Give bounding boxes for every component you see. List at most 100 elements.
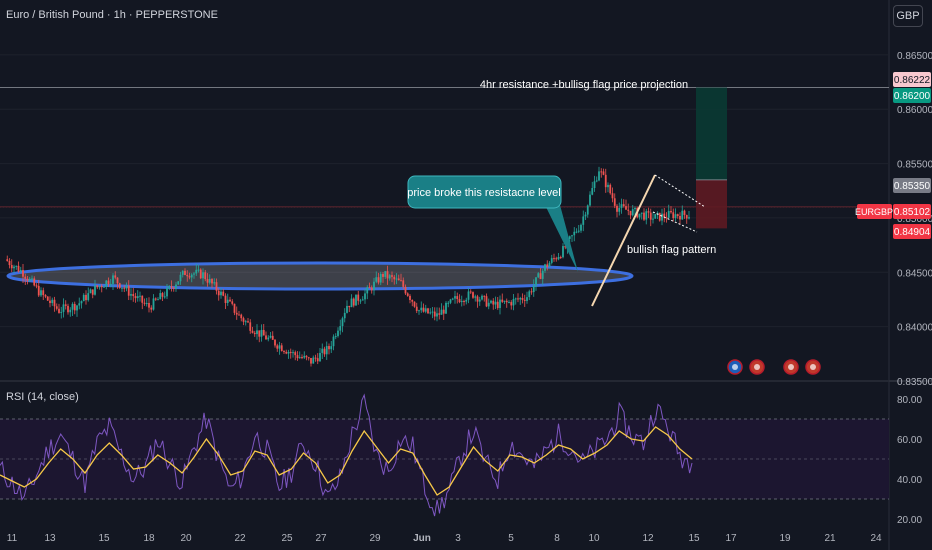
rsi-line bbox=[0, 393, 693, 517]
candle-body bbox=[528, 291, 531, 298]
candle-body bbox=[28, 278, 31, 281]
candle-body bbox=[364, 293, 366, 300]
candle-body bbox=[166, 287, 168, 297]
candle-body bbox=[181, 270, 184, 275]
rsi-axis[interactable]: 80.00 60.00 40.00 20.00 bbox=[897, 395, 922, 526]
candle-body bbox=[310, 357, 312, 364]
candle-body bbox=[53, 299, 56, 307]
candle-body bbox=[287, 351, 290, 354]
candle-body bbox=[163, 296, 166, 298]
y-tick-label: 0.84000 bbox=[897, 323, 932, 334]
candle-body bbox=[224, 295, 227, 303]
candle-body bbox=[64, 304, 67, 306]
candle-body bbox=[546, 264, 549, 267]
symbol-title: Euro / British Pound · 1h · PEPPERSTONE bbox=[6, 9, 218, 21]
candle-body bbox=[487, 302, 490, 307]
x-tick-label: 13 bbox=[44, 533, 56, 544]
candle-body bbox=[584, 214, 587, 217]
candle-body bbox=[499, 299, 501, 309]
candle-body bbox=[404, 286, 407, 294]
candle-body bbox=[332, 336, 335, 347]
rsi-tick-label: 80.00 bbox=[897, 395, 922, 406]
symbol-tag-label: EURGBP bbox=[855, 207, 893, 217]
candle-body bbox=[278, 345, 281, 349]
candle-body bbox=[429, 312, 432, 314]
price-tags: 0.86222 0.86200 0.85350 0.85102 0.84904EURGB… bbox=[855, 72, 931, 239]
candle-body bbox=[553, 258, 555, 260]
candle-body bbox=[530, 291, 533, 293]
time-axis[interactable]: 11 13 15 18 20 22 25 27 29 Jun 3 5 8 10 12 15 17 19 21 24 bbox=[7, 533, 882, 544]
candle-body bbox=[638, 213, 641, 218]
candle-body bbox=[285, 351, 288, 354]
candle-body bbox=[640, 212, 643, 214]
candle-body bbox=[148, 302, 150, 308]
candle-body bbox=[625, 206, 627, 210]
candle-body bbox=[132, 294, 135, 297]
candle-body bbox=[116, 277, 119, 284]
price-axis[interactable]: 0.86500 0.86000 0.85500 0.85000 0.84500 0.840… bbox=[897, 51, 932, 388]
candle-body bbox=[58, 308, 60, 313]
candle-body bbox=[688, 217, 690, 219]
main-grid bbox=[0, 54, 889, 382]
flag-upper-line bbox=[654, 174, 706, 208]
candle-body bbox=[46, 296, 49, 301]
candle-body bbox=[618, 207, 621, 212]
candle-body bbox=[571, 235, 573, 237]
candle-body bbox=[573, 231, 576, 236]
currency-button[interactable]: GBP bbox=[893, 5, 923, 27]
candle-body bbox=[424, 308, 427, 312]
candle-body bbox=[411, 300, 414, 302]
candle-body bbox=[368, 287, 371, 289]
candle-body bbox=[427, 308, 429, 314]
candle-body bbox=[6, 259, 9, 261]
x-tick-label: 29 bbox=[369, 533, 381, 544]
candle-body bbox=[359, 300, 362, 302]
candle-body bbox=[523, 299, 526, 301]
candle-body bbox=[177, 281, 180, 285]
x-tick-label: 21 bbox=[824, 533, 836, 544]
y-tick-label: 0.85500 bbox=[897, 160, 932, 171]
candle-body bbox=[681, 210, 684, 220]
candle-body bbox=[391, 275, 393, 277]
symbol-tag-bg bbox=[857, 204, 892, 219]
resistance-ellipse bbox=[6, 261, 634, 291]
candle-body bbox=[280, 345, 283, 352]
candle-body bbox=[620, 204, 623, 208]
candle-body bbox=[238, 314, 240, 316]
candle-body bbox=[609, 184, 612, 194]
candle-body bbox=[289, 351, 292, 353]
candle-body bbox=[503, 300, 506, 302]
candle-body bbox=[100, 285, 103, 288]
price-tag-label: 0.85350 bbox=[894, 181, 931, 192]
candle-body bbox=[386, 271, 389, 279]
candle-body bbox=[463, 301, 465, 303]
candle-body bbox=[375, 277, 378, 282]
candle-body bbox=[598, 171, 600, 181]
candle-body bbox=[472, 292, 474, 298]
candle-body bbox=[476, 296, 479, 302]
y-tick-label: 0.83500 bbox=[897, 377, 932, 388]
candle-body bbox=[87, 293, 90, 301]
candle-body bbox=[172, 287, 175, 289]
candle-body bbox=[312, 357, 315, 364]
candle-body bbox=[325, 346, 328, 355]
candle-body bbox=[647, 211, 650, 213]
candle-body bbox=[80, 301, 83, 304]
candle-body bbox=[35, 285, 38, 287]
x-tick-label: 15 bbox=[688, 533, 700, 544]
candle-body bbox=[661, 213, 663, 221]
y-tick-label: 0.86500 bbox=[897, 51, 932, 62]
candle-body bbox=[537, 273, 540, 278]
candle-body bbox=[258, 330, 261, 337]
candle-body bbox=[150, 307, 153, 310]
candle-body bbox=[222, 291, 225, 296]
candle-body bbox=[67, 305, 69, 313]
candle-body bbox=[62, 304, 65, 312]
candle-body bbox=[249, 322, 252, 331]
candlestick-series bbox=[6, 166, 690, 367]
candle-body bbox=[49, 300, 51, 304]
candle-body bbox=[591, 187, 594, 195]
candle-body bbox=[330, 346, 333, 350]
candle-body bbox=[454, 296, 456, 299]
y-tick-label: 0.85000 bbox=[897, 214, 932, 225]
